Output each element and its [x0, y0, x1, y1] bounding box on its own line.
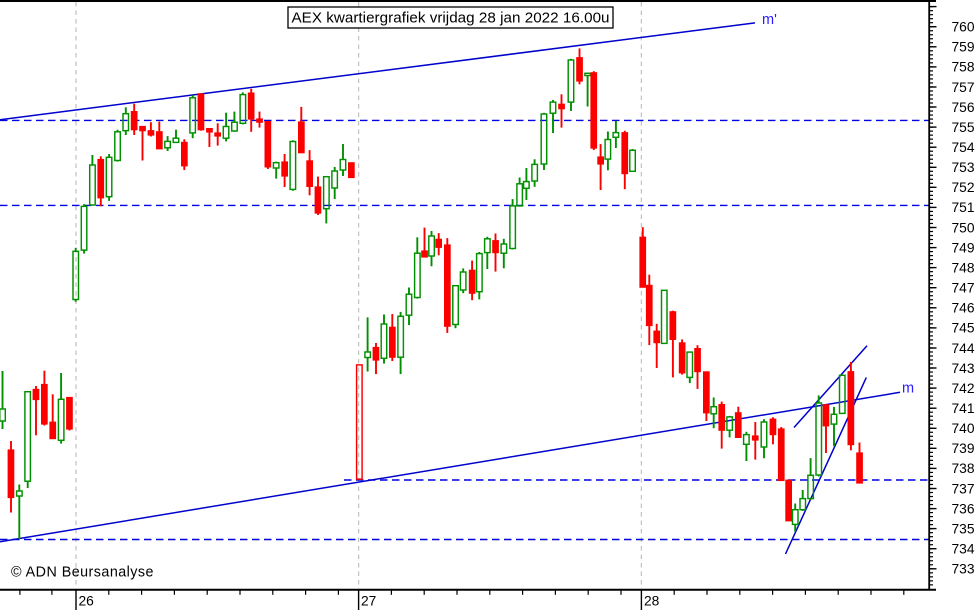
svg-text:751: 751	[951, 200, 974, 215]
svg-text:m': m'	[762, 12, 777, 28]
svg-text:742: 742	[951, 381, 974, 396]
svg-text:745: 745	[951, 321, 974, 336]
svg-text:753: 753	[951, 160, 974, 175]
svg-text:746: 746	[951, 301, 974, 316]
svg-text:755: 755	[951, 120, 974, 135]
svg-text:744: 744	[951, 341, 974, 356]
svg-text:738: 738	[951, 461, 974, 476]
svg-text:26: 26	[79, 594, 95, 609]
svg-text:m: m	[902, 381, 914, 397]
svg-text:737: 737	[951, 481, 974, 496]
svg-text:760: 760	[951, 20, 974, 35]
svg-text:758: 758	[951, 60, 974, 75]
svg-text:752: 752	[951, 180, 974, 195]
svg-text:741: 741	[951, 401, 974, 416]
svg-text:759: 759	[951, 40, 974, 55]
svg-text:757: 757	[951, 80, 974, 95]
svg-text:743: 743	[951, 361, 974, 376]
svg-text:748: 748	[951, 260, 974, 275]
svg-text:740: 740	[951, 421, 974, 436]
svg-text:756: 756	[951, 100, 974, 115]
svg-text:AEX kwartiergrafiek vrijdag 28: AEX kwartiergrafiek vrijdag 28 jan 2022 …	[292, 10, 610, 27]
svg-text:736: 736	[951, 501, 974, 516]
svg-text:733: 733	[951, 562, 974, 577]
svg-text:27: 27	[361, 594, 376, 609]
svg-text:754: 754	[951, 140, 974, 155]
svg-text:750: 750	[951, 220, 974, 235]
svg-text:749: 749	[951, 240, 974, 255]
svg-text:735: 735	[951, 521, 974, 536]
svg-text:747: 747	[951, 281, 974, 296]
svg-text:© ADN Beursanalyse: © ADN Beursanalyse	[11, 565, 154, 581]
svg-text:739: 739	[951, 441, 974, 456]
svg-text:28: 28	[644, 594, 660, 609]
svg-text:734: 734	[951, 542, 974, 557]
